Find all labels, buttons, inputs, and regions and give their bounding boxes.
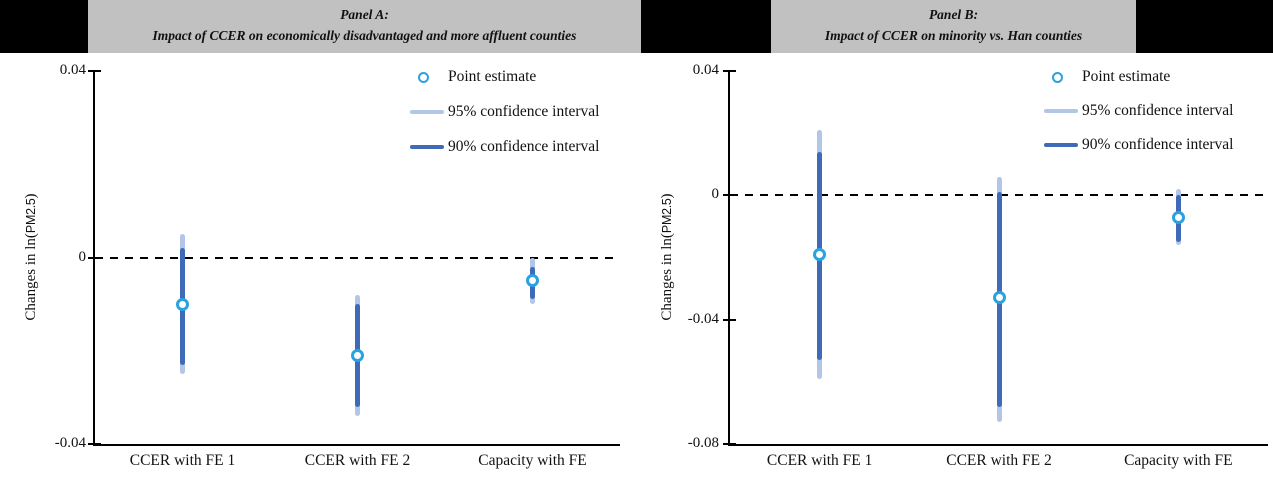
- panel-a-subtitle: Impact of CCER on economically disadvant…: [152, 27, 577, 43]
- y-axis-tick: [723, 443, 736, 445]
- panel-a-title: Panel A:: [340, 7, 389, 22]
- legend-ci90-swatch-icon: [410, 145, 444, 149]
- y-axis-line: [728, 71, 730, 446]
- category-label: CCER with FE 1: [129, 452, 236, 469]
- legend-label-ci90: 90% confidence interval: [448, 138, 600, 155]
- y-axis-tick: [723, 70, 736, 72]
- y-tick-label: -0.08: [687, 435, 719, 451]
- y-axis-tick: [723, 194, 736, 197]
- y-axis-line: [93, 71, 95, 446]
- legend-point-marker-icon: [417, 71, 429, 83]
- legend-label-point-estimate: Point estimate: [448, 68, 537, 85]
- y-tick-label: -0.04: [687, 310, 719, 327]
- legend-ci90-swatch-icon: [1044, 143, 1078, 147]
- legend-label-ci95: 95% confidence interval: [448, 103, 600, 120]
- y-tick-label: 0: [78, 248, 87, 265]
- point-estimate-marker: [526, 274, 539, 288]
- legend-ci95-swatch-icon: [1044, 109, 1078, 113]
- point-estimate-marker: [351, 348, 364, 362]
- legend-label-ci95: 95% confidence interval: [1082, 102, 1234, 119]
- point-estimate-marker: [1171, 210, 1185, 224]
- panel-a-header: Panel A: Impact of CCER on economically …: [88, 0, 641, 53]
- y-tick-label: 0.04: [692, 62, 719, 78]
- x-axis-line: [728, 444, 1268, 446]
- panel-b-header: Panel B: Impact of CCER on minority vs. …: [771, 0, 1136, 53]
- category-label: Capacity with FE: [1124, 452, 1233, 469]
- zero-reference-line: [95, 256, 620, 259]
- panel-b-subtitle: Impact of CCER on minority vs. Han count…: [824, 27, 1083, 43]
- y-tick-label: 0: [711, 186, 720, 203]
- category-label: CCER with FE 2: [946, 452, 1052, 469]
- point-estimate-marker: [813, 247, 827, 261]
- panel-b-y-axis-title: Changes in ln(PM2.5): [659, 193, 675, 321]
- category-label: CCER with FE 2: [304, 452, 411, 469]
- y-axis-tick: [723, 318, 736, 321]
- point-estimate-marker: [176, 297, 189, 311]
- category-label: Capacity with FE: [478, 452, 587, 469]
- panel-b-title: Panel B:: [928, 7, 979, 22]
- legend-point-marker-icon: [1051, 71, 1063, 83]
- category-label: CCER with FE 1: [766, 452, 873, 469]
- legend-label-point-estimate: Point estimate: [1082, 68, 1171, 85]
- point-estimate-marker: [992, 291, 1006, 305]
- legend-label-ci90: 90% confidence interval: [1082, 136, 1234, 153]
- y-axis-tick: [88, 70, 101, 72]
- legend-ci95-swatch-icon: [410, 110, 444, 114]
- x-axis-line: [93, 444, 620, 446]
- y-tick-label: 0.04: [59, 62, 86, 78]
- y-tick-label: -0.04: [54, 435, 86, 451]
- y-axis-tick: [88, 256, 101, 259]
- y-axis-tick: [88, 443, 101, 445]
